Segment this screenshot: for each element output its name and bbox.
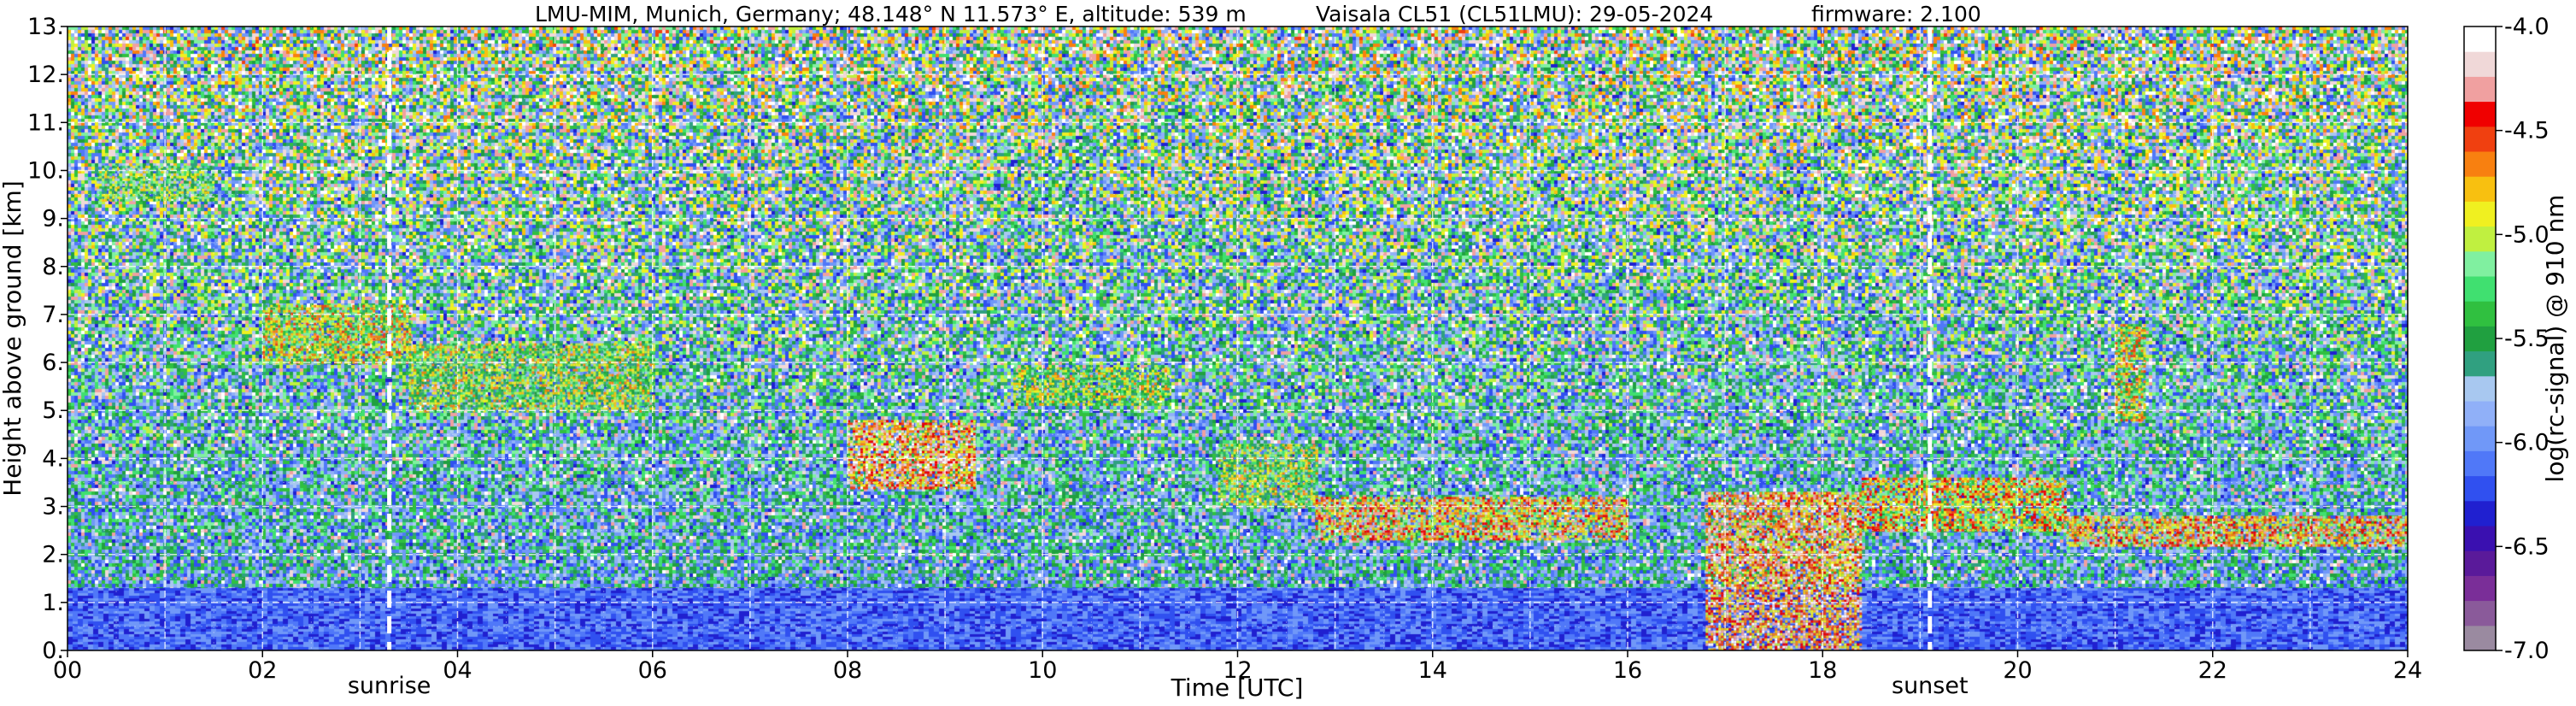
y-tick-label: 13.: [27, 14, 64, 40]
colorbar-segment: [2464, 250, 2496, 277]
colorbar-tick-label: -5.5: [2504, 326, 2550, 352]
x-axis-label: Time [UTC]: [1171, 674, 1304, 702]
colorbar-segment: [2464, 426, 2496, 451]
x-tick-label: 00: [53, 657, 82, 684]
marker-label-sunset: sunset: [1892, 673, 1969, 699]
y-tick-label: 9.: [42, 206, 64, 232]
title-instrument: Vaisala CL51 (CL51LMU): 29-05-2024: [1316, 2, 1713, 26]
x-axis-ticks: 00 02 04 06 08 10 12 14 16 18 20 22 24: [53, 650, 2422, 684]
colorbar-segment: [2464, 226, 2496, 252]
x-tick-label: 18: [1808, 657, 1837, 684]
colorbar-segment: [2464, 550, 2496, 576]
x-tick-label: 12: [1223, 657, 1252, 684]
sun-markers: sunrise sunset: [348, 26, 1969, 699]
y-tick-label: 3.: [42, 494, 64, 521]
marker-label-sunrise: sunrise: [348, 673, 431, 699]
colorbar-tick-label: -6.0: [2504, 430, 2550, 456]
y-axis-ticks: 0. 1. 2. 3. 4. 5. 6. 7. 8. 9. 10. 11. 12. 13.: [27, 14, 67, 664]
title-firmware: firmware: 2.100: [1811, 2, 1981, 26]
colorbar-segment: [2464, 126, 2496, 152]
y-axis-label: Height above ground [km]: [0, 180, 26, 497]
y-tick-label: 1.: [42, 590, 64, 616]
x-tick-label: 06: [638, 657, 667, 684]
colorbar-segment: [2464, 201, 2496, 227]
x-tick-label: 16: [1613, 657, 1642, 684]
x-tick-label: 08: [833, 657, 862, 684]
colorbar-segment: [2464, 575, 2496, 602]
y-tick-label: 8.: [42, 254, 64, 280]
x-tick-label: 24: [2393, 657, 2422, 684]
colorbar-segment: [2464, 600, 2496, 627]
colorbar-segment: [2464, 350, 2496, 377]
y-tick-label: 10.: [27, 157, 64, 184]
y-tick-label: 5.: [42, 397, 64, 424]
y-tick-label: 6.: [42, 350, 64, 376]
colorbar: -4.0 -4.5 -5.0 -5.5 -6.0 -6.5 -7.0: [2463, 14, 2550, 664]
title-location: LMU-MIM, Munich, Germany; 48.148° N 11.5…: [535, 2, 1247, 26]
x-tick-label: 20: [2003, 657, 2032, 684]
colorbar-tick-label: -7.0: [2504, 638, 2550, 664]
y-tick-label: 7.: [42, 302, 64, 328]
x-tick-label: 10: [1028, 657, 1057, 684]
colorbar-segment: [2464, 76, 2496, 103]
colorbar-segment: [2464, 276, 2496, 302]
x-tick-label: 02: [248, 657, 277, 684]
colorbar-segment: [2464, 26, 2496, 52]
colorbar-segment: [2464, 101, 2496, 127]
colorbar-segment: [2464, 375, 2496, 402]
chart-title: LMU-MIM, Munich, Germany; 48.148° N 11.5…: [535, 2, 1981, 26]
y-tick-label: 11.: [27, 109, 64, 136]
colorbar-segment: [2464, 51, 2496, 77]
colorbar-tick-label: -4.0: [2504, 14, 2550, 40]
colorbar-segment: [2464, 526, 2496, 551]
colorbar-tick-label: -5.0: [2504, 221, 2550, 248]
colorbar-segment: [2464, 176, 2496, 202]
colorbar-segment: [2464, 301, 2496, 327]
colorbar-segment: [2464, 625, 2496, 651]
y-tick-label: 4.: [42, 445, 64, 472]
x-tick-label: 04: [443, 657, 472, 684]
colorbar-segment: [2464, 151, 2496, 177]
x-tick-label: 14: [1418, 657, 1447, 684]
colorbar-segment: [2464, 450, 2496, 477]
colorbar-tick-label: -4.5: [2504, 118, 2550, 144]
grid-lines: [67, 26, 2408, 650]
colorbar-segment: [2464, 500, 2496, 527]
colorbar-tick-label: -6.5: [2504, 533, 2550, 560]
y-tick-label: 12.: [27, 62, 64, 88]
colorbar-label: log(rc-signal) @ 910 nm: [2541, 195, 2569, 483]
colorbar-segment: [2464, 401, 2496, 427]
y-tick-label: 0.: [42, 638, 64, 664]
y-tick-label: 2.: [42, 542, 64, 568]
colorbar-segment: [2464, 326, 2496, 352]
colorbar-segment: [2464, 475, 2496, 502]
x-tick-label: 22: [2198, 657, 2227, 684]
